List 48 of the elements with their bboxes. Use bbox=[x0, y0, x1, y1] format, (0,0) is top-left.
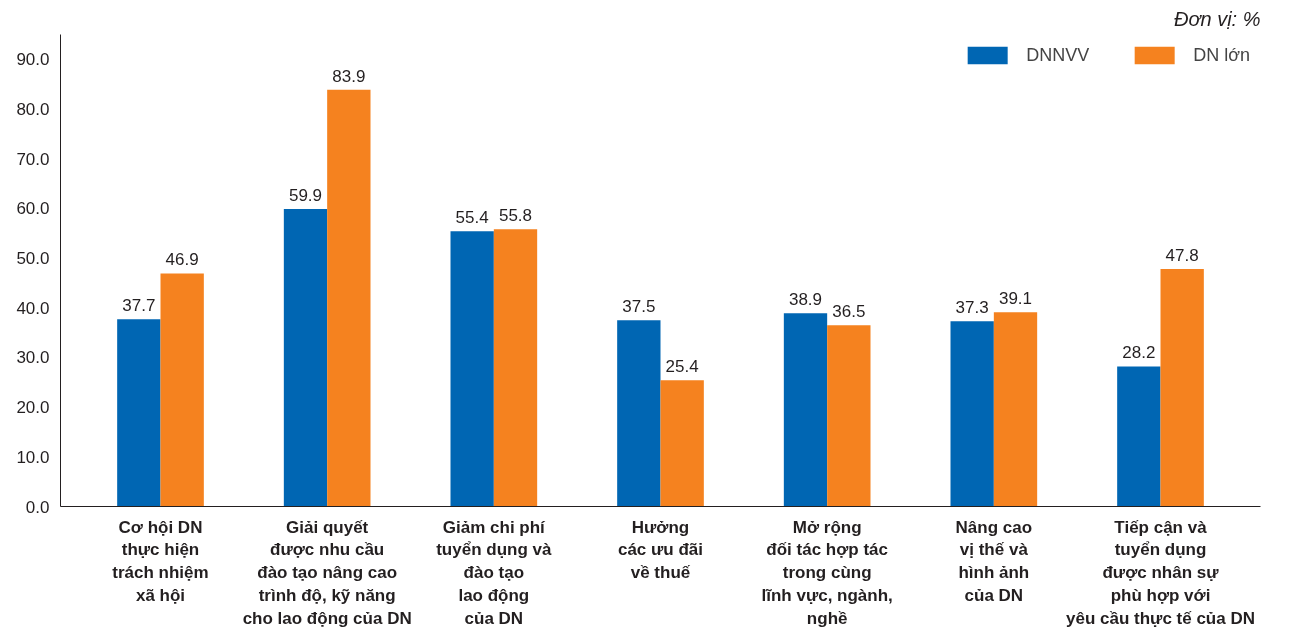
data-label: 36.5 bbox=[832, 302, 866, 322]
bar bbox=[327, 89, 371, 507]
data-label: 55.8 bbox=[498, 206, 533, 226]
x-tick-label: Cơ hội DN thực hiện trách nhiệm xã hội bbox=[112, 517, 209, 605]
y-tick-label: 50.0 bbox=[16, 249, 50, 269]
y-tick-label: 70.0 bbox=[16, 149, 50, 169]
bar bbox=[827, 325, 871, 507]
data-label: 46.9 bbox=[165, 250, 199, 270]
bar bbox=[283, 208, 328, 507]
bar bbox=[617, 320, 661, 507]
y-tick-label: 10.0 bbox=[16, 447, 50, 467]
bar bbox=[1117, 366, 1161, 507]
y-tick-label: 20.0 bbox=[16, 398, 50, 418]
data-label: 37.5 bbox=[622, 297, 656, 317]
text: Đơn vị: % bbox=[1173, 7, 1261, 30]
bar bbox=[783, 313, 828, 507]
data-label: 59.9 bbox=[288, 185, 323, 205]
x-tick-label: Giảm chi phí tuyển dụng và đào tạo lao động của DN bbox=[436, 517, 552, 628]
data-label: 37.7 bbox=[122, 296, 156, 316]
x-tick-label: Tiếp cận và tuyển dụng được nhân sự phù hợp với yêu cầu thực tế của DN bbox=[1066, 517, 1255, 628]
bar bbox=[1160, 269, 1204, 507]
data-label: 55.4 bbox=[455, 208, 489, 228]
bar bbox=[660, 380, 704, 507]
y-tick-label: 90.0 bbox=[16, 50, 50, 70]
y-tick-label: 40.0 bbox=[16, 298, 50, 318]
y-tick-label: 60.0 bbox=[16, 199, 50, 219]
bar bbox=[993, 312, 1038, 507]
bar bbox=[117, 319, 161, 507]
bar bbox=[450, 231, 494, 507]
data-label: 47.8 bbox=[1165, 246, 1199, 266]
y-tick-label: 0.0 bbox=[25, 497, 50, 517]
bar bbox=[493, 229, 538, 507]
x-tick-label: Mở rộng đối tác hợp tác trong cùng lĩnh vực, ngành, nghề bbox=[761, 517, 893, 628]
y-tick-label: 30.0 bbox=[16, 348, 50, 368]
data-label: 25.4 bbox=[665, 357, 699, 377]
data-label: 28.2 bbox=[1122, 343, 1156, 363]
data-label: 38.9 bbox=[788, 290, 823, 310]
x-tick-label: Giải quyết được nhu cầu đào tạo nâng cao trình độ, kỹ năng cho lao động của DN bbox=[242, 517, 412, 628]
data-label: 39.1 bbox=[998, 289, 1033, 309]
legend-label: DNNVV bbox=[1026, 44, 1090, 66]
bar bbox=[950, 321, 994, 507]
legend-label: DN lớn bbox=[1193, 44, 1250, 66]
data-label: 37.3 bbox=[955, 298, 989, 318]
bar bbox=[160, 273, 204, 507]
data-label: 83.9 bbox=[332, 66, 366, 86]
x-tick-label: Hưởng các ưu đãi về thuế bbox=[617, 517, 704, 583]
y-tick-label: 80.0 bbox=[16, 100, 50, 120]
x-tick-label: Nâng cao vị thế và hình ảnh của DN bbox=[955, 517, 1033, 605]
